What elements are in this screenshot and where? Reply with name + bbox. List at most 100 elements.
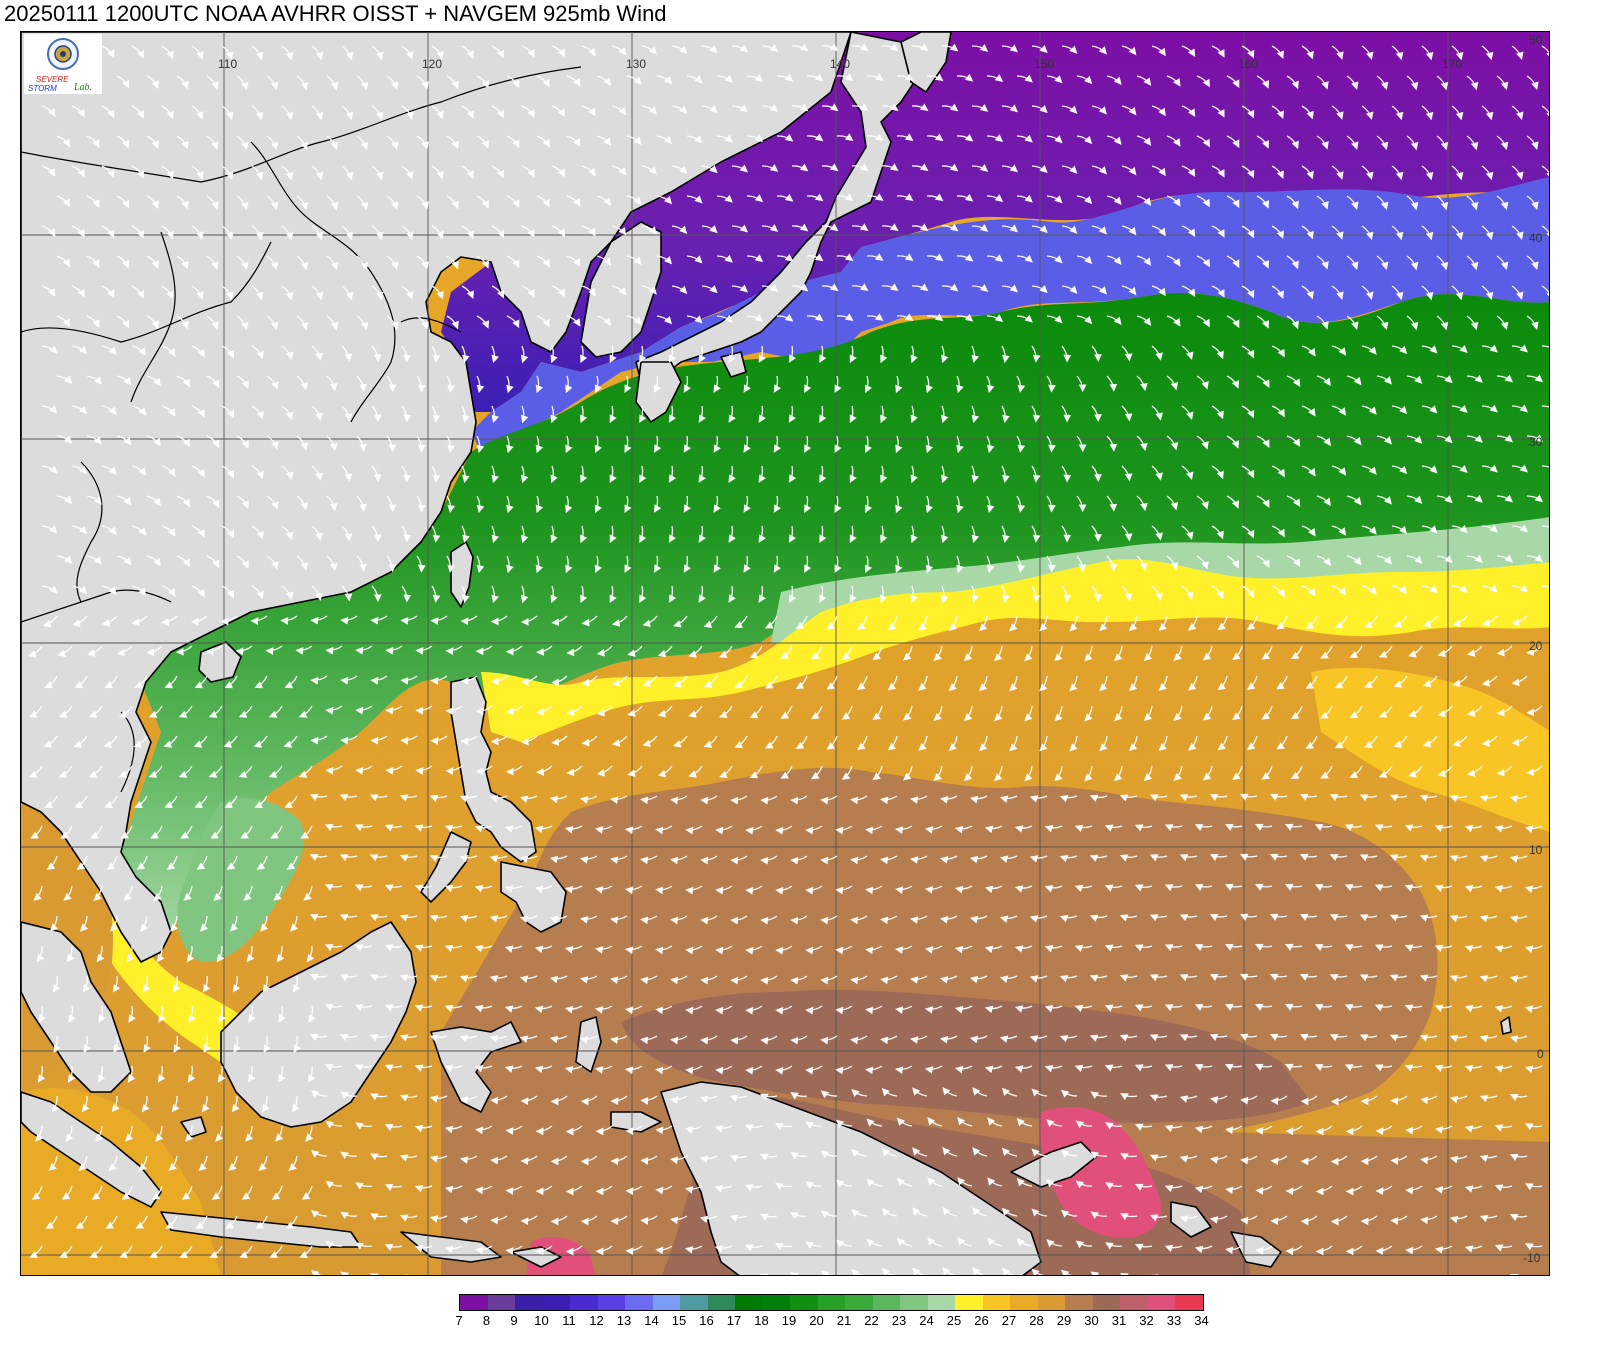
wind-arrow [1256, 375, 1270, 388]
wind-arrow [581, 165, 596, 177]
wind-arrow [911, 283, 929, 292]
wind-arrow [506, 195, 520, 209]
wind-arrow [986, 74, 1004, 83]
wind-arrow [596, 75, 612, 86]
wind-arrow [446, 135, 459, 150]
wind-arrow [611, 225, 627, 236]
wind-arrow [116, 135, 130, 149]
wind-arrow [1226, 315, 1240, 329]
wind-arrow [1451, 225, 1464, 241]
wind-arrow [1031, 44, 1048, 54]
wind-arrow [1511, 225, 1524, 241]
wind-arrow [746, 194, 764, 203]
wind-arrow [1149, 1274, 1159, 1275]
lon-label-160: 160 [1238, 57, 1258, 71]
wind-arrow [221, 285, 234, 301]
wind-arrow [671, 165, 688, 174]
wind-arrow [1271, 105, 1284, 120]
wind-arrow [1136, 255, 1152, 266]
wind-arrow [791, 43, 809, 52]
wind-arrow [1346, 375, 1362, 386]
wind-arrow [656, 75, 673, 85]
wind-arrow [281, 165, 294, 181]
wind-arrow [1061, 285, 1078, 294]
wind-arrow [926, 253, 944, 262]
wind-arrow [1496, 374, 1513, 383]
colorbar-cell [1010, 1295, 1038, 1310]
wind-arrow [191, 105, 204, 120]
wind-arrow [1151, 105, 1166, 117]
wind-arrow [71, 285, 85, 298]
wind-arrow [116, 195, 130, 209]
wind-arrow [1406, 375, 1423, 384]
wind-arrow [1331, 105, 1344, 120]
wind-arrow [1286, 375, 1301, 388]
wind-arrow [446, 75, 459, 90]
wind-arrow [1301, 225, 1314, 240]
wind-arrow [1166, 255, 1181, 267]
wind-arrow [146, 75, 159, 90]
wind-arrow [176, 135, 189, 150]
wind-arrow [266, 255, 279, 271]
wind-arrow [596, 315, 612, 326]
wind-arrow [1046, 315, 1063, 324]
lat-label-10: 10 [1529, 843, 1543, 857]
wind-arrow [206, 375, 220, 389]
wind-arrow [836, 313, 854, 321]
wind-arrow [116, 315, 130, 329]
wind-arrow [1226, 375, 1240, 389]
wind-arrow [1451, 45, 1464, 61]
wind-arrow [776, 193, 794, 202]
wind-arrow [476, 315, 490, 329]
wind-arrow [56, 375, 73, 384]
wind-arrow [1256, 75, 1270, 89]
wind-arrow [1376, 375, 1392, 385]
wind-arrow [731, 104, 748, 113]
wind-arrow [1136, 75, 1152, 86]
wind-arrow [371, 165, 384, 181]
wind-arrow [1121, 345, 1133, 362]
wind-arrow [551, 165, 566, 178]
wind-arrow [1046, 375, 1056, 393]
sst-wind-map[interactable]: 110 120 130 140 150 160 170 50 40 30 20 … [20, 31, 1550, 1276]
wind-arrow [1496, 75, 1509, 91]
sst-colorbar [459, 1294, 1204, 1311]
wind-arrow [851, 43, 869, 51]
wind-arrow [101, 345, 117, 356]
wind-arrow [611, 105, 627, 116]
wind-arrow [1301, 345, 1316, 357]
wind-arrow [1436, 255, 1449, 271]
wind-arrow [746, 74, 764, 83]
colorbar-cell [817, 1295, 845, 1310]
wind-arrow [416, 375, 426, 393]
wind-arrow [176, 315, 189, 330]
wind-arrow [311, 225, 324, 241]
wind-arrow [806, 253, 824, 262]
wind-arrow [356, 75, 369, 91]
wind-arrow [926, 313, 944, 322]
wind-arrow [626, 315, 642, 326]
wind-arrow [1211, 45, 1225, 58]
wind-arrow [416, 315, 429, 330]
wind-arrow [461, 165, 474, 180]
colorbar-cell [570, 1295, 598, 1310]
wind-arrow [866, 313, 884, 321]
wind-arrow [161, 225, 174, 240]
wind-arrow [761, 103, 779, 112]
wind-arrow [746, 314, 764, 323]
wind-arrow [668, 345, 677, 363]
wind-arrow [356, 195, 369, 211]
wind-arrow [56, 255, 71, 268]
wind-arrow [773, 375, 782, 393]
wind-arrow [536, 255, 550, 268]
wind-arrow [281, 345, 294, 361]
wind-arrow [698, 405, 706, 423]
colorbar-cell [845, 1295, 873, 1310]
wind-arrow [1376, 195, 1389, 211]
wind-arrow [311, 285, 324, 301]
wind-arrow [1346, 315, 1359, 330]
wind-arrow [476, 375, 485, 394]
wind-arrow [1541, 345, 1549, 348]
wind-arrow [1361, 45, 1374, 61]
wind-arrow [1031, 104, 1048, 114]
